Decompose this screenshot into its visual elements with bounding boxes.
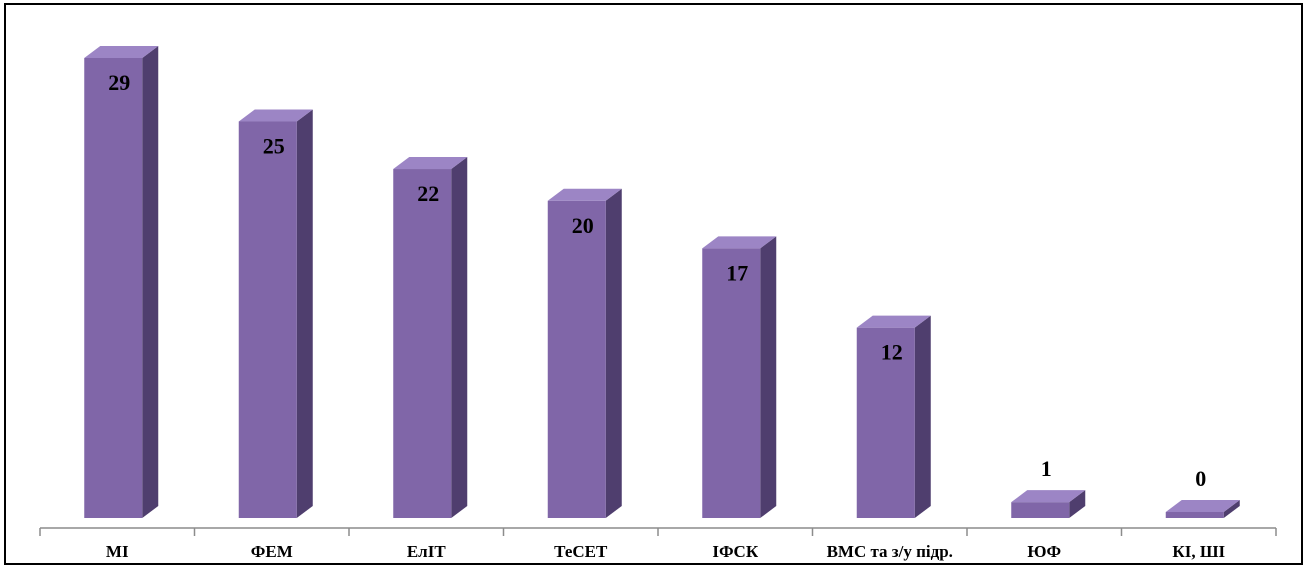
bar-front-6 [1011,502,1070,518]
bars-layer [84,46,1240,519]
category-label-5: ВМС та з/у підр. [827,542,953,561]
bar-side-3 [605,188,622,519]
chart-frame [4,3,1303,565]
bar-top-5 [856,315,931,328]
data-label-0: 29 [108,70,130,95]
bar-5 [856,315,931,518]
data-label-1: 25 [263,133,285,158]
bar-0 [84,46,159,518]
bar-side-5 [914,315,931,518]
bar-top-3 [547,188,622,201]
bar-top-0 [84,46,159,58]
category-label-7: КІ, ШІ [1172,542,1225,561]
bar-front-5 [856,327,915,518]
data-labels-layer: 29 25 22 20 17 12 1 0 [108,70,1206,491]
bar-front-2 [393,169,452,518]
data-label-5: 12 [881,340,903,365]
bar-2 [393,157,468,518]
bar-top-6 [1011,490,1086,503]
bar-front-4 [702,248,761,518]
bar-side-7 [1223,500,1240,518]
bar-3 [547,188,622,519]
bar-top-1 [238,109,313,122]
data-label-6: 1 [1041,456,1052,481]
category-label-4: ІФСК [712,542,758,561]
category-label-6: ЮФ [1027,542,1061,561]
bar-front-7 [1165,512,1224,518]
bar-side-0 [142,46,159,518]
data-label-2: 22 [417,181,439,206]
bar-7 [1165,500,1240,518]
data-label-3: 20 [572,213,594,238]
bar-1 [238,109,313,518]
data-label-7: 0 [1195,466,1206,491]
category-label-2: ЕлІТ [407,542,446,561]
bar-side-1 [296,109,313,518]
bar-top-4 [702,236,777,249]
x-axis-ticks [39,528,1277,536]
bar-front-0 [84,58,143,518]
bar-front-1 [238,121,297,518]
category-label-3: ТеСЕТ [554,542,608,561]
bar-side-2 [451,157,468,518]
bar-top-2 [393,157,468,170]
category-label-1: ФЕМ [251,542,293,561]
data-label-4: 17 [726,260,748,285]
bar-6 [1011,490,1086,518]
bar-side-4 [760,236,777,518]
bar-4 [702,236,777,518]
bar-top-7 [1165,500,1240,512]
bar-front-3 [547,200,606,519]
category-labels-layer: МІ ФЕМ ЕлІТ ТеСЕТ ІФСК ВМС та з/у підр. ЮФ КІ, … [106,542,1226,561]
category-label-0: МІ [106,542,129,561]
bar-side-6 [1069,490,1086,518]
